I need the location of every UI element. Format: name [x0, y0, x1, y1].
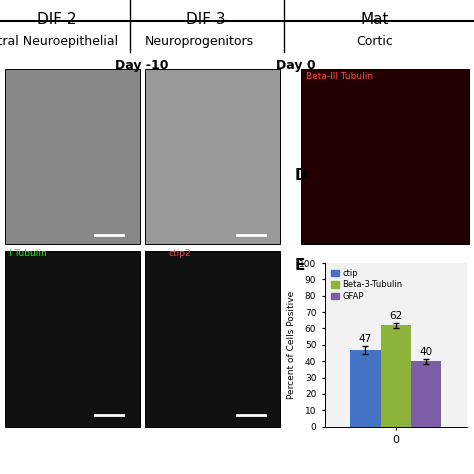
Text: 40: 40 [419, 347, 433, 357]
Text: 47: 47 [359, 334, 372, 344]
Text: stral Neuroepithelial: stral Neuroepithelial [0, 35, 118, 47]
Bar [411, 361, 441, 427]
Text: Beta-III Tubulin: Beta-III Tubulin [306, 72, 373, 81]
Legend: ctip, Beta-3-Tubulin, GFAP: ctip, Beta-3-Tubulin, GFAP [329, 267, 404, 302]
Text: Mat: Mat [360, 12, 389, 27]
Text: DIF 2: DIF 2 [37, 12, 77, 27]
Text: Neuroprogenitors: Neuroprogenitors [145, 35, 254, 47]
Bar [350, 350, 381, 427]
Text: ctip2: ctip2 [168, 249, 191, 258]
Text: Day -10: Day -10 [116, 59, 169, 72]
Text: DIF 3: DIF 3 [186, 12, 226, 27]
Text: I Tubulin: I Tubulin [9, 249, 47, 258]
Text: Cortic: Cortic [356, 35, 393, 47]
Y-axis label: Percent of Cells Positive: Percent of Cells Positive [287, 291, 296, 399]
Text: E: E [295, 258, 305, 273]
Text: D: D [295, 168, 308, 183]
Text: Day 0: Day 0 [276, 59, 316, 72]
Text: 62: 62 [389, 311, 402, 321]
Bar [381, 325, 411, 427]
